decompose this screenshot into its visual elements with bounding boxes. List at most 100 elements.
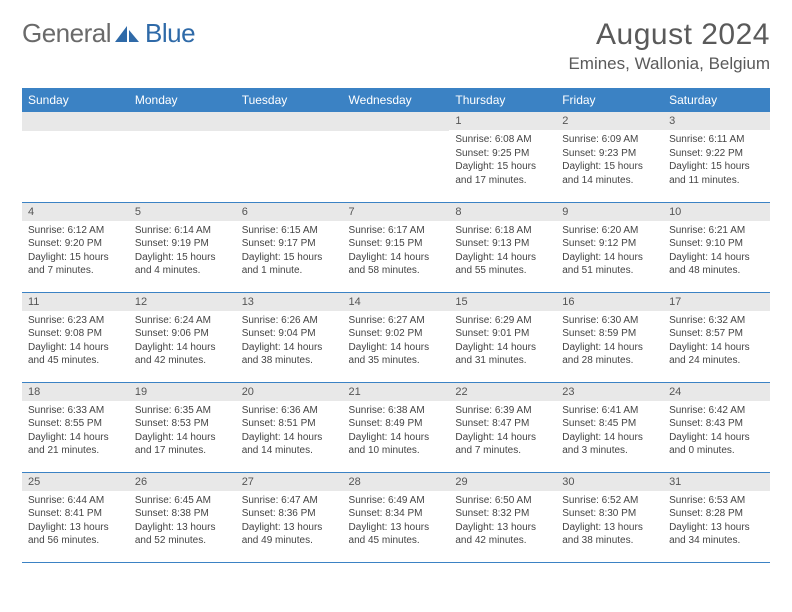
- calendar-day-cell: 25Sunrise: 6:44 AMSunset: 8:41 PMDayligh…: [22, 472, 129, 562]
- daylight-text: Daylight: 14 hours and 38 minutes.: [242, 341, 337, 368]
- daylight-text: Daylight: 13 hours and 56 minutes.: [28, 521, 123, 548]
- day-number: 17: [663, 293, 770, 311]
- calendar-day-cell: 12Sunrise: 6:24 AMSunset: 9:06 PMDayligh…: [129, 292, 236, 382]
- calendar-week-row: 4Sunrise: 6:12 AMSunset: 9:20 PMDaylight…: [22, 202, 770, 292]
- daylight-text: Daylight: 13 hours and 34 minutes.: [669, 521, 764, 548]
- sunset-text: Sunset: 9:06 PM: [135, 327, 230, 341]
- calendar-day-cell: 11Sunrise: 6:23 AMSunset: 9:08 PMDayligh…: [22, 292, 129, 382]
- day-number: 29: [449, 473, 556, 491]
- daylight-text: Daylight: 14 hours and 28 minutes.: [562, 341, 657, 368]
- daylight-text: Daylight: 13 hours and 49 minutes.: [242, 521, 337, 548]
- day-details: Sunrise: 6:15 AMSunset: 9:17 PMDaylight:…: [236, 221, 343, 282]
- day-number: 25: [22, 473, 129, 491]
- sunrise-text: Sunrise: 6:21 AM: [669, 224, 764, 238]
- sunrise-text: Sunrise: 6:52 AM: [562, 494, 657, 508]
- day-number: 13: [236, 293, 343, 311]
- sunset-text: Sunset: 9:15 PM: [349, 237, 444, 251]
- sunset-text: Sunset: 9:17 PM: [242, 237, 337, 251]
- day-details: Sunrise: 6:08 AMSunset: 9:25 PMDaylight:…: [449, 130, 556, 191]
- day-details: Sunrise: 6:30 AMSunset: 8:59 PMDaylight:…: [556, 311, 663, 372]
- sunset-text: Sunset: 9:19 PM: [135, 237, 230, 251]
- sunrise-text: Sunrise: 6:12 AM: [28, 224, 123, 238]
- sunset-text: Sunset: 8:51 PM: [242, 417, 337, 431]
- daylight-text: Daylight: 14 hours and 0 minutes.: [669, 431, 764, 458]
- daylight-text: Daylight: 14 hours and 21 minutes.: [28, 431, 123, 458]
- daylight-text: Daylight: 15 hours and 1 minute.: [242, 251, 337, 278]
- calendar-day-cell: 24Sunrise: 6:42 AMSunset: 8:43 PMDayligh…: [663, 382, 770, 472]
- daylight-text: Daylight: 14 hours and 42 minutes.: [135, 341, 230, 368]
- calendar-day-cell: 22Sunrise: 6:39 AMSunset: 8:47 PMDayligh…: [449, 382, 556, 472]
- day-details: Sunrise: 6:52 AMSunset: 8:30 PMDaylight:…: [556, 491, 663, 552]
- daylight-text: Daylight: 14 hours and 58 minutes.: [349, 251, 444, 278]
- day-number: 20: [236, 383, 343, 401]
- day-details: Sunrise: 6:45 AMSunset: 8:38 PMDaylight:…: [129, 491, 236, 552]
- calendar-day-cell: 10Sunrise: 6:21 AMSunset: 9:10 PMDayligh…: [663, 202, 770, 292]
- sunrise-text: Sunrise: 6:39 AM: [455, 404, 550, 418]
- sunrise-text: Sunrise: 6:49 AM: [349, 494, 444, 508]
- daylight-text: Daylight: 14 hours and 48 minutes.: [669, 251, 764, 278]
- day-number: 24: [663, 383, 770, 401]
- day-number: 14: [343, 293, 450, 311]
- sunset-text: Sunset: 9:02 PM: [349, 327, 444, 341]
- calendar-day-cell: 16Sunrise: 6:30 AMSunset: 8:59 PMDayligh…: [556, 292, 663, 382]
- calendar-week-row: 11Sunrise: 6:23 AMSunset: 9:08 PMDayligh…: [22, 292, 770, 382]
- daylight-text: Daylight: 13 hours and 45 minutes.: [349, 521, 444, 548]
- sunrise-text: Sunrise: 6:17 AM: [349, 224, 444, 238]
- sunset-text: Sunset: 8:38 PM: [135, 507, 230, 521]
- calendar-day-cell: 29Sunrise: 6:50 AMSunset: 8:32 PMDayligh…: [449, 472, 556, 562]
- sunset-text: Sunset: 8:36 PM: [242, 507, 337, 521]
- day-details: Sunrise: 6:38 AMSunset: 8:49 PMDaylight:…: [343, 401, 450, 462]
- day-number: 10: [663, 203, 770, 221]
- daylight-text: Daylight: 14 hours and 35 minutes.: [349, 341, 444, 368]
- daylight-text: Daylight: 15 hours and 14 minutes.: [562, 160, 657, 187]
- daylight-text: Daylight: 15 hours and 7 minutes.: [28, 251, 123, 278]
- daylight-text: Daylight: 15 hours and 17 minutes.: [455, 160, 550, 187]
- day-details: Sunrise: 6:49 AMSunset: 8:34 PMDaylight:…: [343, 491, 450, 552]
- title-block: August 2024 Emines, Wallonia, Belgium: [568, 18, 770, 74]
- sunset-text: Sunset: 8:45 PM: [562, 417, 657, 431]
- day-details: Sunrise: 6:35 AMSunset: 8:53 PMDaylight:…: [129, 401, 236, 462]
- sunrise-text: Sunrise: 6:08 AM: [455, 133, 550, 147]
- calendar-day-cell: [129, 112, 236, 202]
- location-text: Emines, Wallonia, Belgium: [568, 54, 770, 74]
- sunrise-text: Sunrise: 6:44 AM: [28, 494, 123, 508]
- calendar-week-row: 18Sunrise: 6:33 AMSunset: 8:55 PMDayligh…: [22, 382, 770, 472]
- sunset-text: Sunset: 8:47 PM: [455, 417, 550, 431]
- calendar-day-cell: 13Sunrise: 6:26 AMSunset: 9:04 PMDayligh…: [236, 292, 343, 382]
- sunrise-text: Sunrise: 6:36 AM: [242, 404, 337, 418]
- sunrise-text: Sunrise: 6:27 AM: [349, 314, 444, 328]
- day-details: Sunrise: 6:24 AMSunset: 9:06 PMDaylight:…: [129, 311, 236, 372]
- day-number: 19: [129, 383, 236, 401]
- day-details: Sunrise: 6:44 AMSunset: 8:41 PMDaylight:…: [22, 491, 129, 552]
- sunset-text: Sunset: 9:12 PM: [562, 237, 657, 251]
- day-details: Sunrise: 6:39 AMSunset: 8:47 PMDaylight:…: [449, 401, 556, 462]
- sunset-text: Sunset: 8:55 PM: [28, 417, 123, 431]
- sunset-text: Sunset: 8:41 PM: [28, 507, 123, 521]
- sunrise-text: Sunrise: 6:30 AM: [562, 314, 657, 328]
- calendar-day-cell: 19Sunrise: 6:35 AMSunset: 8:53 PMDayligh…: [129, 382, 236, 472]
- sunrise-text: Sunrise: 6:15 AM: [242, 224, 337, 238]
- calendar-day-cell: 28Sunrise: 6:49 AMSunset: 8:34 PMDayligh…: [343, 472, 450, 562]
- day-number: 7: [343, 203, 450, 221]
- day-details: Sunrise: 6:14 AMSunset: 9:19 PMDaylight:…: [129, 221, 236, 282]
- calendar-day-cell: 3Sunrise: 6:11 AMSunset: 9:22 PMDaylight…: [663, 112, 770, 202]
- day-details: Sunrise: 6:11 AMSunset: 9:22 PMDaylight:…: [663, 130, 770, 191]
- day-number: 28: [343, 473, 450, 491]
- sunset-text: Sunset: 9:01 PM: [455, 327, 550, 341]
- daylight-text: Daylight: 14 hours and 31 minutes.: [455, 341, 550, 368]
- sunset-text: Sunset: 8:30 PM: [562, 507, 657, 521]
- sunrise-text: Sunrise: 6:24 AM: [135, 314, 230, 328]
- day-details: Sunrise: 6:26 AMSunset: 9:04 PMDaylight:…: [236, 311, 343, 372]
- day-number: 26: [129, 473, 236, 491]
- day-details: Sunrise: 6:12 AMSunset: 9:20 PMDaylight:…: [22, 221, 129, 282]
- sunset-text: Sunset: 9:04 PM: [242, 327, 337, 341]
- day-number: 11: [22, 293, 129, 311]
- sunset-text: Sunset: 9:13 PM: [455, 237, 550, 251]
- sunrise-text: Sunrise: 6:47 AM: [242, 494, 337, 508]
- sunrise-text: Sunrise: 6:53 AM: [669, 494, 764, 508]
- daylight-text: Daylight: 14 hours and 10 minutes.: [349, 431, 444, 458]
- day-number: 4: [22, 203, 129, 221]
- day-number: 1: [449, 112, 556, 130]
- day-number: 12: [129, 293, 236, 311]
- sunset-text: Sunset: 8:32 PM: [455, 507, 550, 521]
